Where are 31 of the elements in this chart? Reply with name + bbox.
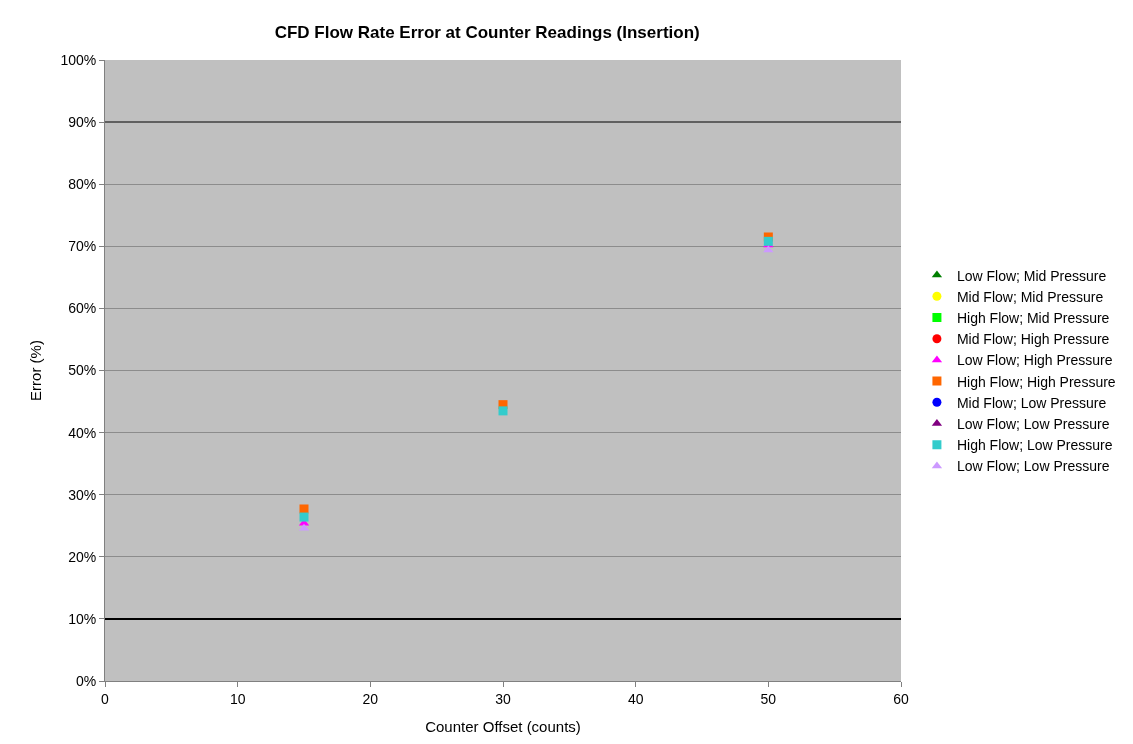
y-tick-label: 90% bbox=[68, 114, 97, 130]
y-tick-label: 40% bbox=[68, 424, 97, 441]
x-tick-label: 10 bbox=[229, 690, 246, 707]
y-tick-label: 0% bbox=[75, 672, 97, 689]
y-tick-label: 80% bbox=[68, 176, 97, 193]
legend-label: Low Flow; Low Pressure bbox=[956, 458, 1110, 475]
legend-label: Low Flow; Low Pressure bbox=[956, 415, 1110, 432]
legend-label: Mid Flow; Low Pressure bbox=[956, 394, 1107, 411]
legend-label: High Flow; Low Pressure bbox=[956, 437, 1113, 454]
y-axis-title: Error (%) bbox=[26, 340, 44, 401]
y-tick-label: 50% bbox=[68, 362, 97, 379]
x-tick-label: 40 bbox=[627, 690, 644, 707]
x-tick-label: 30 bbox=[495, 690, 511, 707]
x-axis-title: Counter Offset (counts) bbox=[425, 717, 581, 735]
legend-label: Low Flow; Mid Pressure bbox=[956, 267, 1107, 284]
legend-label: Mid Flow; Mid Pressure bbox=[956, 288, 1104, 305]
y-tick-label: 60% bbox=[68, 300, 97, 317]
y-tick-label: 70% bbox=[68, 238, 97, 255]
y-tick-label: 10% bbox=[68, 610, 97, 627]
legend-label: High Flow; Mid Pressure bbox=[956, 309, 1110, 326]
y-tick-label: 20% bbox=[68, 548, 97, 565]
x-tick-label: 20 bbox=[362, 690, 379, 707]
x-tick-label: 60 bbox=[893, 690, 909, 707]
legend-label: Mid Flow; High Pressure bbox=[956, 331, 1110, 348]
x-tick-label: 50 bbox=[760, 690, 777, 707]
chart-title: CFD Flow Rate Error at Counter Readings (Insertion) bbox=[274, 22, 700, 42]
legend-label: Low Flow; High Pressure bbox=[956, 352, 1113, 369]
y-tick-label: 100% bbox=[60, 51, 97, 68]
x-tick-label: 0 bbox=[101, 690, 110, 707]
y-tick-label: 30% bbox=[68, 486, 97, 503]
legend-label: High Flow; High Pressure bbox=[956, 373, 1116, 390]
